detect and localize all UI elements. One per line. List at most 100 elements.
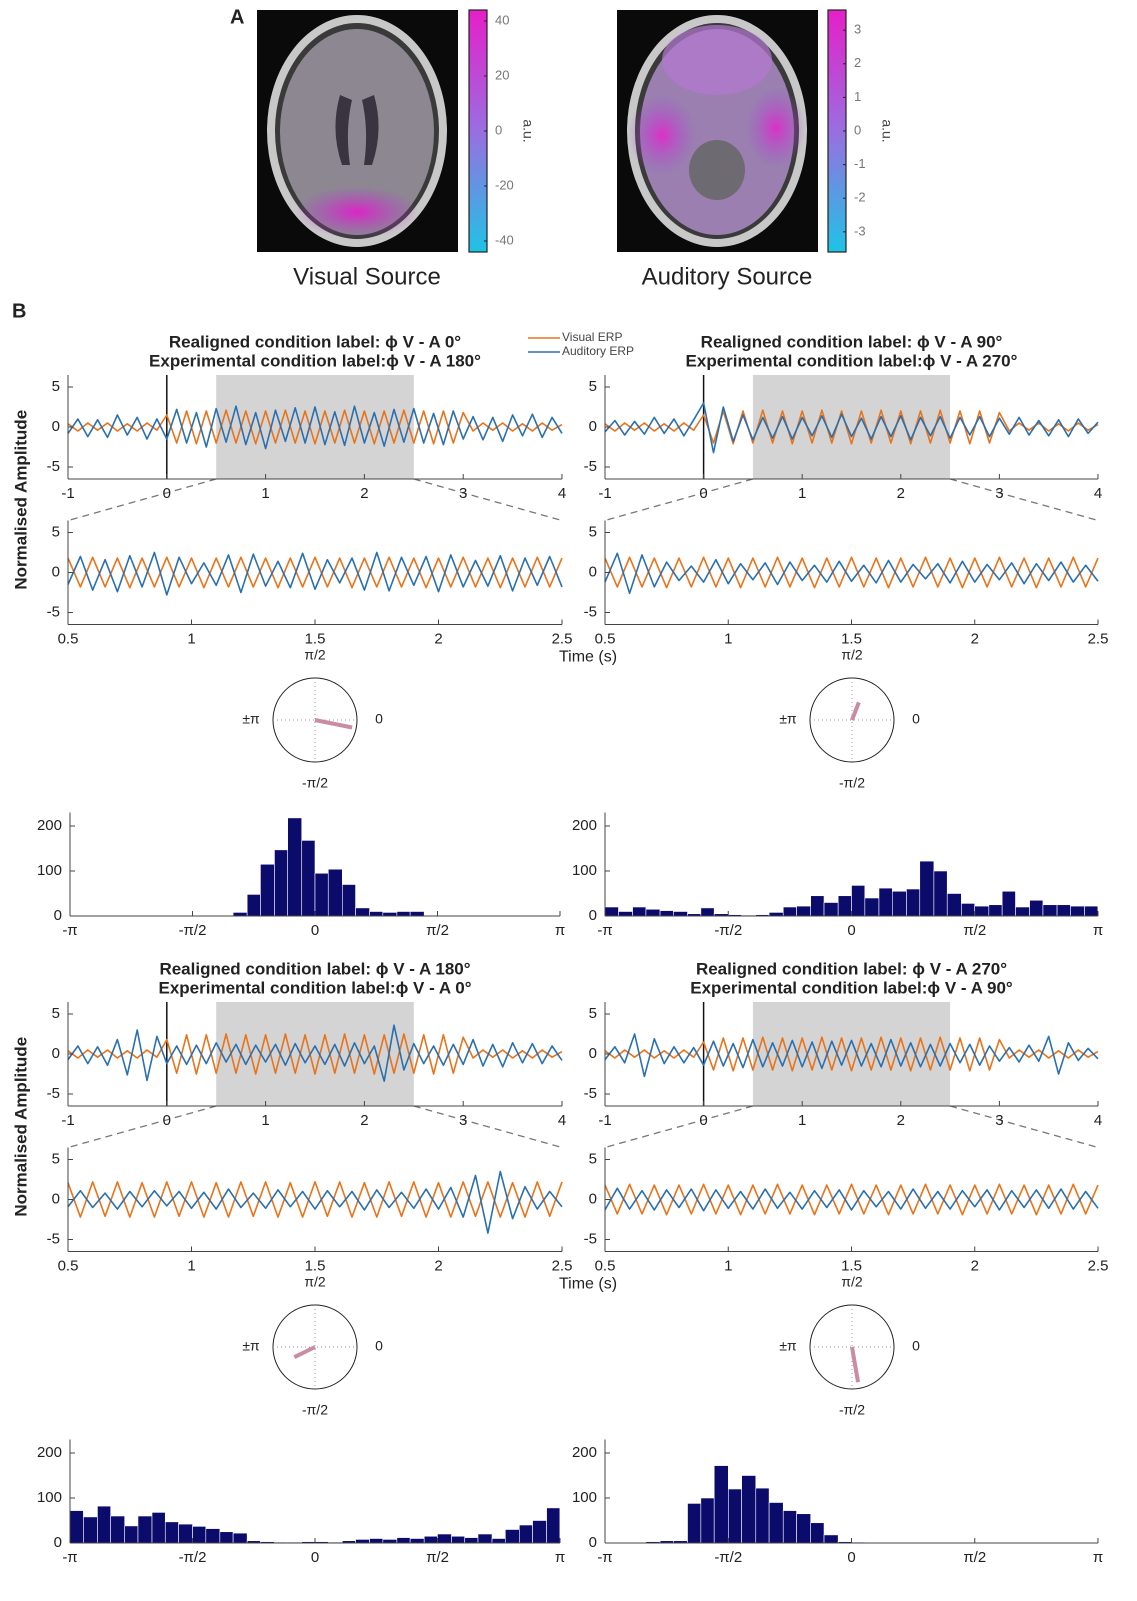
colorbar-tick-label: 40	[495, 12, 509, 27]
histogram-bar	[605, 907, 618, 916]
x-tick-label: 2	[897, 485, 905, 502]
histogram-bar	[660, 911, 673, 916]
mean-phase-vector	[852, 1347, 858, 1382]
histogram-bar	[756, 1488, 769, 1543]
angle-tick-label: π/2	[304, 647, 326, 663]
y-tick-label: 0	[52, 563, 60, 580]
histogram-bar	[492, 1539, 505, 1544]
panel-label: A	[230, 6, 244, 28]
x-tick-label: π	[555, 1549, 565, 1566]
histogram-bar	[646, 909, 660, 916]
x-tick-label: 0.5	[595, 630, 616, 647]
y-tick-label: 200	[37, 1444, 62, 1461]
x-tick-label: 2.5	[1088, 630, 1109, 647]
histogram-bar	[714, 1466, 728, 1543]
histogram-bar	[975, 906, 989, 916]
x-tick-label: 4	[1094, 485, 1102, 502]
y-axis-label: Normalised Amplitude	[11, 1037, 30, 1217]
x-tick-label: 1.5	[841, 630, 862, 647]
y-tick-label: 0	[589, 1534, 597, 1551]
histogram-bar	[206, 1529, 220, 1543]
x-tick-label: 1	[187, 1257, 195, 1274]
x-tick-label: -π	[62, 1549, 77, 1566]
colorbar-tick-label: 20	[495, 67, 509, 82]
y-tick-label: -5	[47, 603, 60, 620]
histogram-bar	[165, 1522, 178, 1543]
colorbar-tick-label: -40	[495, 232, 514, 247]
image-caption: Auditory Source	[642, 263, 813, 290]
colorbar-tick-label: 3	[854, 22, 861, 37]
histogram-bar	[383, 912, 397, 916]
colorbar-label: a.u.	[520, 119, 536, 142]
highlight-region	[216, 1002, 414, 1106]
x-tick-label: 1.5	[305, 1257, 326, 1274]
x-tick-label: 0.5	[595, 1257, 616, 1274]
histogram-bar	[288, 818, 302, 916]
angle-tick-label: ±π	[242, 1338, 260, 1354]
histogram-bar	[233, 1533, 247, 1543]
histogram-bar	[769, 1503, 783, 1544]
x-axis-label: Time (s)	[559, 649, 617, 666]
x-tick-label: 4	[558, 485, 566, 502]
x-tick-label: 2	[971, 630, 979, 647]
zoom-connector	[68, 1106, 216, 1148]
x-tick-label: 2	[971, 1257, 979, 1274]
x-tick-label: -π	[597, 1549, 612, 1566]
x-tick-label: π	[1093, 1549, 1103, 1566]
y-tick-label: 0	[589, 418, 597, 435]
legend-label: Auditory ERP	[562, 344, 634, 358]
chart-title: Realigned condition label: ϕ V - A 270°	[696, 959, 1007, 978]
histogram-bar	[934, 871, 947, 916]
x-tick-label: π/2	[963, 922, 986, 939]
histogram-bar	[356, 1539, 370, 1543]
x-tick-label: 0	[847, 1549, 855, 1566]
y-tick-label: 0	[54, 907, 62, 924]
x-tick-label: -1	[61, 485, 74, 502]
y-tick-label: -5	[584, 458, 597, 475]
histogram-bar	[989, 905, 1002, 916]
angle-tick-label: -π/2	[839, 775, 865, 791]
histogram-bar	[797, 906, 811, 916]
colorbar-label: a.u.	[879, 119, 895, 142]
chart-title: Realigned condition label: ϕ V - A 180°	[159, 959, 470, 978]
y-tick-label: 5	[589, 378, 597, 395]
x-tick-label: 2.5	[552, 1257, 573, 1274]
brain-image-visual	[257, 10, 458, 252]
x-tick-label: π	[555, 922, 565, 939]
histogram-bar	[633, 907, 646, 916]
highlight-region	[753, 375, 950, 479]
signal-line	[605, 1188, 1098, 1210]
histogram-bar	[947, 894, 961, 917]
angle-tick-label: 0	[375, 1338, 383, 1354]
mean-phase-vector	[315, 720, 352, 728]
x-tick-label: -π	[62, 922, 77, 939]
x-tick-label: 0	[311, 922, 319, 939]
x-tick-label: 2	[360, 485, 368, 502]
mean-phase-vector	[294, 1347, 315, 1357]
x-tick-label: 1	[798, 485, 806, 502]
y-tick-label: -5	[584, 1085, 597, 1102]
zoom-connector	[950, 1106, 1098, 1148]
x-tick-label: 3	[995, 1112, 1003, 1129]
zoom-connector	[414, 1106, 562, 1148]
histogram-bar	[701, 1498, 714, 1543]
y-tick-label: -5	[47, 458, 60, 475]
histogram-bar	[783, 907, 796, 916]
histogram-bar	[138, 1516, 152, 1543]
y-tick-label: 5	[52, 1150, 60, 1167]
y-tick-label: 100	[572, 1489, 597, 1506]
x-tick-label: 0	[699, 485, 707, 502]
y-tick-label: 200	[572, 1444, 597, 1461]
histogram-bar	[478, 1534, 492, 1543]
x-tick-label: 2.5	[1088, 1257, 1109, 1274]
histogram-bar	[852, 885, 865, 916]
colorbar-tick-label: 2	[854, 55, 861, 70]
x-tick-label: 4	[558, 1112, 566, 1129]
colorbar-tick-label: 1	[854, 89, 861, 104]
angle-tick-label: π/2	[841, 647, 863, 663]
histogram-bar	[370, 1539, 383, 1544]
x-tick-label: 2	[897, 1112, 905, 1129]
chart-subtitle: Experimental condition label:ϕ V - A 90°	[690, 978, 1013, 997]
x-tick-label: 1	[798, 1112, 806, 1129]
x-tick-label: 1.5	[841, 1257, 862, 1274]
